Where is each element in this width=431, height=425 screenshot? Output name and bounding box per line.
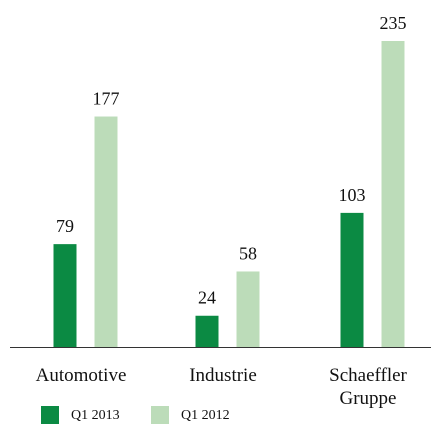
category-label: Industrie [189,365,257,386]
bar [53,244,77,347]
category-label: Schaeffler Gruppe [329,365,407,409]
bar [340,212,364,347]
bar [381,41,405,347]
value-label: 24 [198,288,216,308]
legend-swatch [151,406,169,424]
bar [236,271,260,347]
bar [94,116,118,347]
legend-label: Q1 2013 [71,408,120,423]
legend-label: Q1 2012 [181,408,230,423]
value-label: 103 [339,185,366,205]
value-label: 58 [239,243,257,263]
legend-swatch [41,406,59,424]
value-label: 177 [93,89,120,109]
bar [195,315,219,347]
value-label: 79 [56,216,74,236]
value-label: 235 [380,13,407,33]
category-label: Automotive [35,365,127,386]
